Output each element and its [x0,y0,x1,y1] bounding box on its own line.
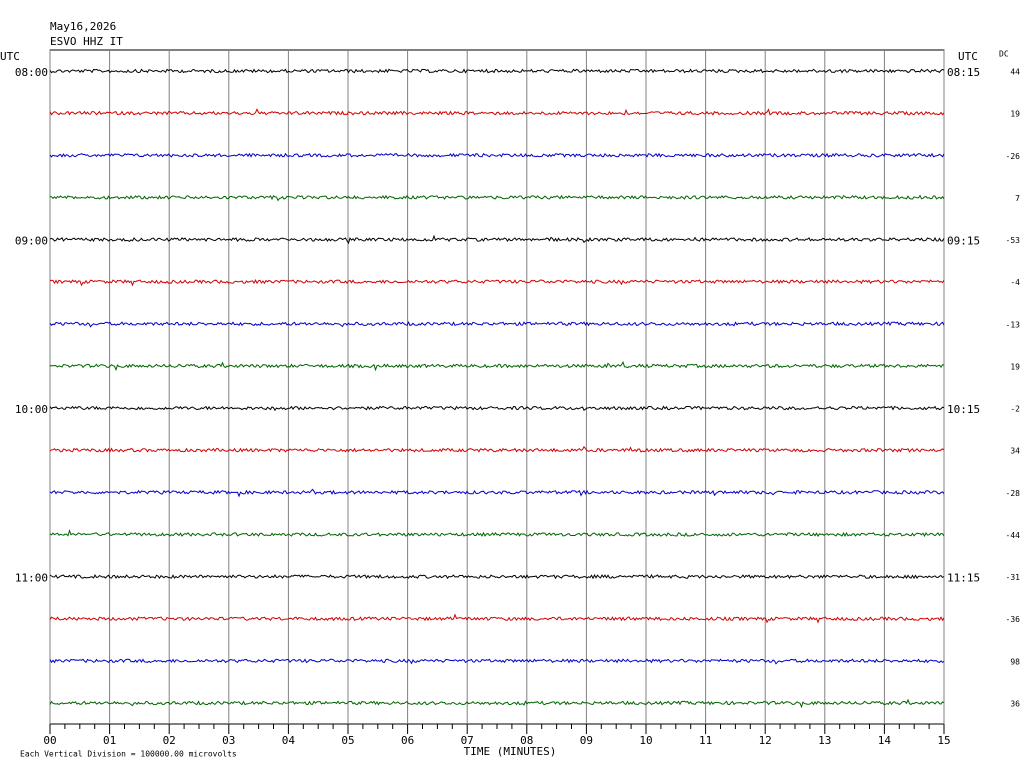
trace [49,613,945,624]
dc-offset: -31 [1006,573,1021,582]
row-time-left: 10:00 [15,403,48,416]
dc-offset: -2 [1010,405,1020,414]
dc-label: DC [999,50,1009,59]
left-axis-label: UTC [0,50,20,63]
x-axis-title: TIME (MINUTES) [464,745,557,758]
x-tick-label: 08 [520,734,533,747]
dc-offset: -53 [1006,236,1021,245]
trace [49,529,945,538]
trace [49,360,945,372]
x-tick-label: 05 [341,734,354,747]
dc-offset: 34 [1010,447,1020,456]
trace [49,234,945,245]
dc-offset: -26 [1006,152,1021,161]
dc-offset: 19 [1010,362,1020,371]
x-tick-label: 04 [282,734,296,747]
x-tick-label: 09 [580,734,593,747]
x-tick-label: 02 [163,734,176,747]
dc-offset: -13 [1006,320,1021,329]
x-tick-label: 14 [878,734,892,747]
row-time-left: 11:00 [15,572,48,585]
trace [49,68,945,74]
row-time-left: 08:00 [15,66,48,79]
trace [49,698,945,709]
row-time-left: 09:00 [15,235,48,248]
trace [49,152,945,158]
station: ESVO HHZ IT [50,35,123,48]
dc-offset: 19 [1010,110,1020,119]
x-tick-label: 15 [937,734,950,747]
x-tick-label: 11 [699,734,712,747]
x-tick-label: 06 [401,734,414,747]
dc-offset: 98 [1010,657,1020,666]
trace [49,278,945,287]
dc-offset: 44 [1010,68,1020,77]
x-tick-label: 10 [639,734,652,747]
plot-frame [49,49,945,725]
x-tick-label: 01 [103,734,116,747]
row-time-right: 09:15 [947,235,980,248]
x-tick-label: 00 [43,734,56,747]
trace [49,445,945,453]
trace [49,108,945,116]
trace [49,321,945,328]
trace [49,488,945,498]
row-time-right: 11:15 [947,572,980,585]
trace [49,658,945,665]
trace [49,194,945,202]
date: May16,2026 [50,20,116,33]
dc-offset: -4 [1010,278,1020,287]
dc-offset: -36 [1006,615,1021,624]
x-tick-label: 12 [759,734,772,747]
trace [49,573,945,580]
row-time-right: 08:15 [947,66,980,79]
x-tick-label: 13 [818,734,831,747]
dc-offset: -44 [1006,531,1021,540]
x-tick-label: 07 [461,734,474,747]
dc-offset: -28 [1006,489,1021,498]
trace [49,405,945,412]
row-time-right: 10:15 [947,403,980,416]
dc-offset: 36 [1010,700,1020,709]
footnote: Each Vertical Division = 100000.00 micro… [20,750,237,759]
dc-offset: 7 [1015,194,1020,203]
x-tick-label: 03 [222,734,235,747]
right-axis-label: UTC [958,50,978,63]
